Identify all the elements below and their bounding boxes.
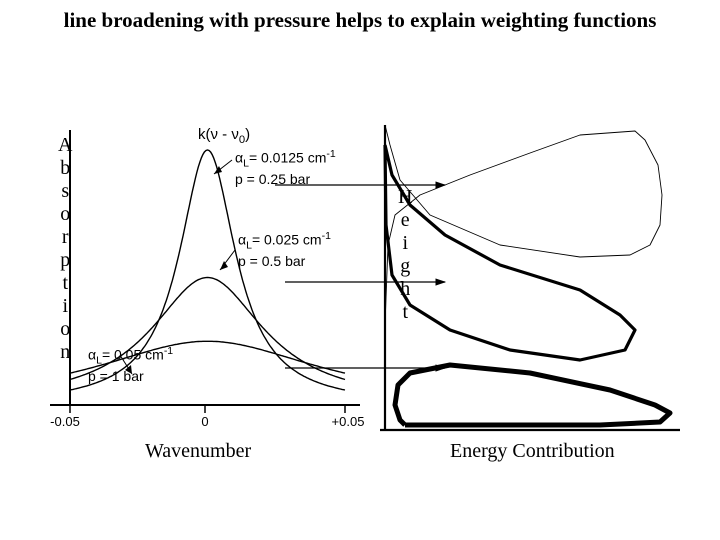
wavenumber-xlabel: Wavenumber: [145, 440, 251, 463]
k-label: k(ν - ν0): [198, 126, 250, 147]
height-ylabel: Height: [398, 186, 412, 324]
curve3-annotation: αL= 0.05 cm-1p = 1 bar: [88, 345, 173, 385]
curve1-annotation: αL= 0.0125 cm-1p = 0.25 bar: [235, 148, 336, 188]
connector-arrows: [50, 130, 670, 440]
energy-xlabel: Energy Contribution: [450, 440, 615, 463]
page-title: line broadening with pressure helps to e…: [0, 8, 720, 33]
curve2-annotation: αL= 0.025 cm-1p = 0.5 bar: [238, 230, 331, 270]
absorption-ylabel: Absorption: [58, 134, 72, 364]
plot-area: -0.05 0 +0.05 Absorption Height Wavenumb…: [50, 130, 670, 460]
